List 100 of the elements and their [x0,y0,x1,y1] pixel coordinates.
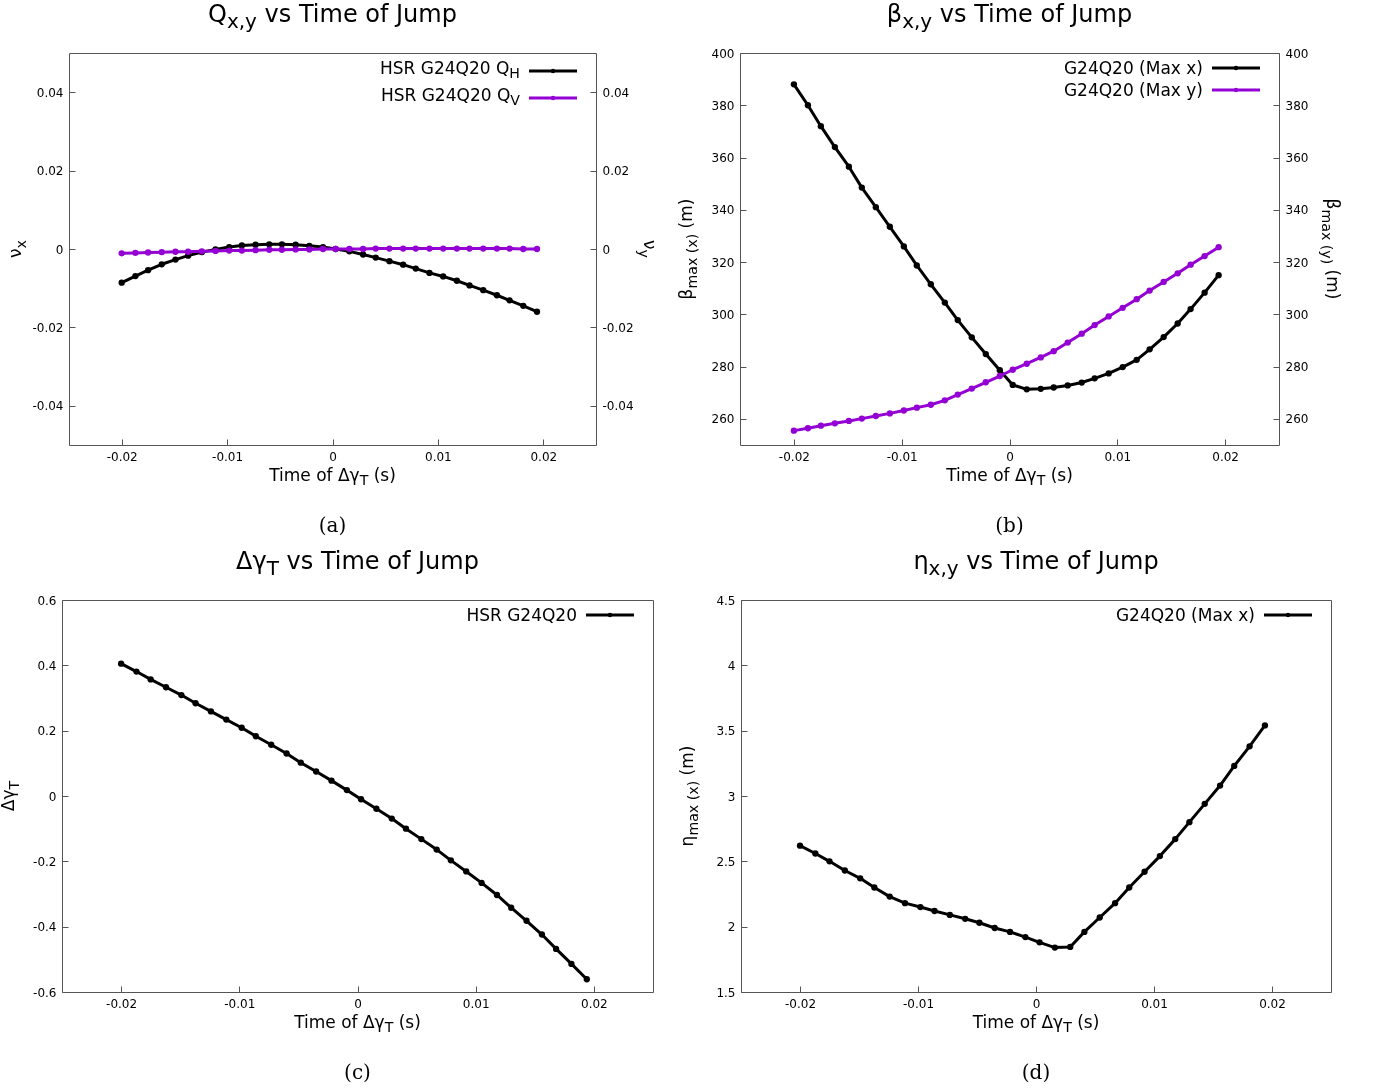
point [1078,379,1085,386]
point [343,786,351,794]
point [1216,782,1224,789]
y2-tick-label: 0 [602,242,611,257]
point [1023,386,1030,393]
point [1023,360,1030,367]
point [508,904,515,911]
point [1037,385,1044,392]
y-tick-label: 4.5 [716,593,736,608]
point [433,846,440,853]
point [1081,928,1088,936]
point [1119,304,1126,311]
y-tick-label: 3.5 [716,724,736,739]
point [312,768,320,775]
point [147,676,154,683]
point [412,245,419,252]
y-tick-label: -0.02 [32,320,64,335]
point [1096,914,1103,921]
point [426,245,433,252]
x-tick-label: 0 [1006,449,1014,464]
point [1187,305,1194,313]
point [133,668,140,675]
point [533,245,541,253]
x-tick-label: -0.02 [778,449,810,464]
legend-label: HSR G24Q20 Q$_{H}$ [379,57,520,84]
point [568,960,575,968]
point [523,917,530,924]
y-tick-label: 260 [711,412,735,427]
chart-title: β$_{x,y}$ vs Time of Jump [885,0,1134,33]
point [982,379,989,386]
point [831,143,839,151]
point [466,282,473,289]
y-tick-label: -0.04 [32,399,64,414]
point [453,277,461,284]
point [238,724,245,731]
point [900,243,908,250]
point [1141,868,1148,875]
point [278,241,286,248]
point [790,81,798,88]
point [954,391,961,398]
y-tick-label: 0 [55,242,64,257]
point [328,777,335,784]
point [402,825,410,832]
point [386,258,393,265]
text: (b) [994,513,1025,537]
point [1246,743,1253,750]
point [1037,354,1044,361]
point [901,899,909,907]
point [1231,762,1238,770]
x-axis-title: Time of Δγ$_{T}$ (s) [971,1012,1101,1036]
point [538,931,546,938]
point [826,858,833,865]
point [1186,818,1193,826]
point [268,741,275,748]
point [804,102,812,109]
point [1067,943,1074,951]
y-tick-label: 3 [727,789,736,804]
point [976,919,983,926]
point [158,248,165,256]
point [831,420,839,427]
point [845,417,853,425]
point [1160,333,1167,341]
x-tick-label: -0.02 [106,996,138,1011]
point [207,708,215,715]
y-tick-label: 1.5 [716,985,736,1000]
point [1091,375,1098,382]
point [1156,852,1164,860]
point [278,246,286,253]
point [886,410,893,417]
y-tick-label: -0.2 [33,854,57,869]
point [1201,289,1208,296]
point [118,279,125,286]
point [1091,321,1098,329]
y2-tick-label: 380 [1285,98,1309,113]
legend-label: HSR G24Q20 [466,604,577,626]
point [886,893,893,900]
point [184,248,192,255]
point [292,246,299,253]
x-tick-label: 0.02 [1212,449,1239,464]
point [871,884,878,891]
point [872,412,879,420]
point [1215,244,1222,251]
point [931,907,938,915]
y-tick-label: 0.2 [37,724,57,739]
x-tick-label: -0.01 [902,996,935,1011]
point [1133,296,1140,303]
y2-tick-label: -0.04 [602,399,634,414]
y-tick-label: 2.5 [716,854,736,869]
y2-tick-label: 280 [1285,360,1309,375]
y-tick-label: 360 [711,151,735,166]
y2-tick-label: 360 [1285,151,1309,166]
x-tick-label: 0 [354,996,362,1011]
point [447,857,455,864]
x-tick-label: 0.02 [581,996,608,1011]
y-tick-label: 0.02 [36,164,64,179]
y-tick-label: 4 [727,658,736,673]
point [941,397,948,404]
point [440,245,447,252]
point [1174,320,1181,327]
point [357,796,365,803]
